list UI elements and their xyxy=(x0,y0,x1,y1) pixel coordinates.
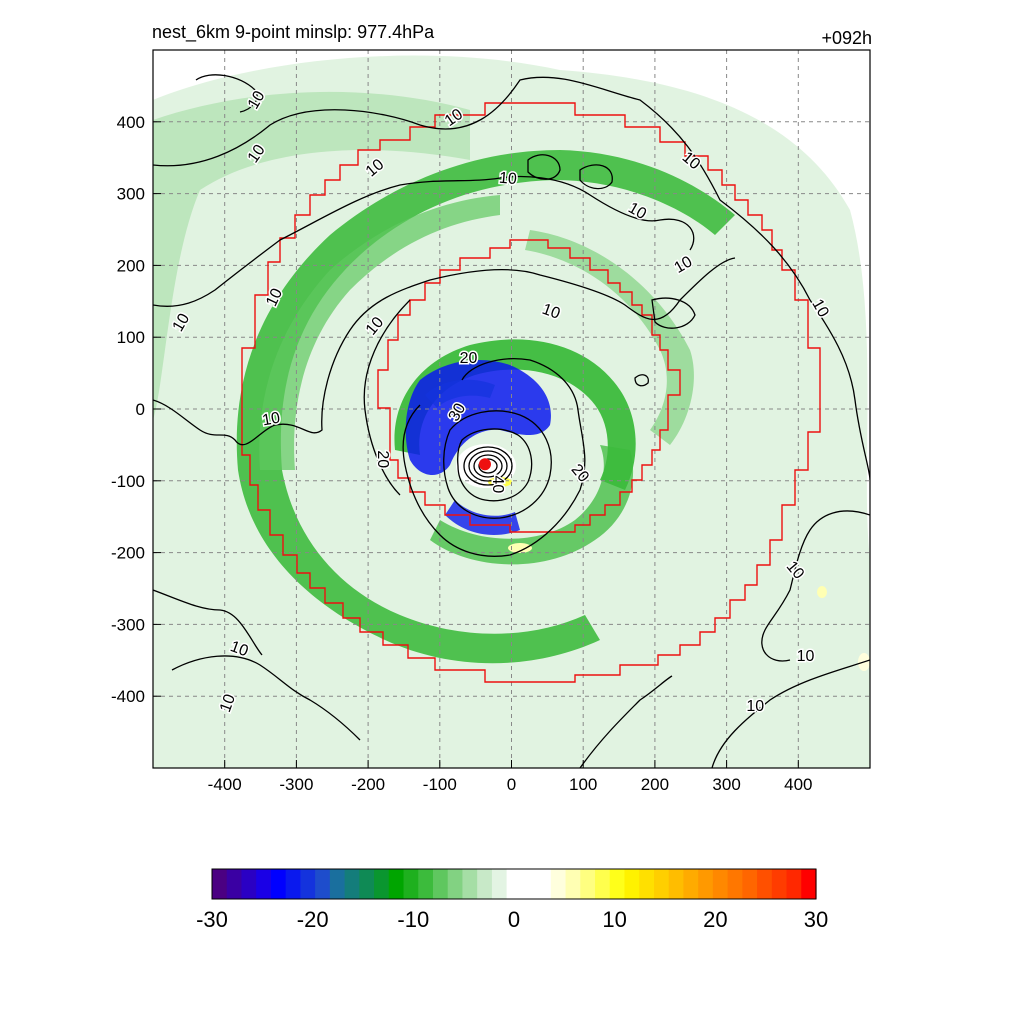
colorbar-cell xyxy=(270,869,287,899)
colorbar-tick-label: 10 xyxy=(602,907,626,932)
colorbar-cell xyxy=(374,869,390,899)
colorbar-cell xyxy=(256,869,272,899)
colorbar-cell xyxy=(329,869,346,899)
colorbar-tick-label: 0 xyxy=(508,907,520,932)
x-tick-label: -100 xyxy=(423,775,457,794)
forecast-hour-label: +092h xyxy=(821,28,872,48)
colorbar-cell xyxy=(580,869,596,899)
colorbar-cell xyxy=(447,869,464,899)
colorbar-cell xyxy=(315,869,331,899)
colorbar-cell xyxy=(801,869,817,899)
colorbar-cell xyxy=(653,869,670,899)
colorbar-cell xyxy=(639,869,655,899)
contour-label: 10 xyxy=(797,648,815,665)
colorbar-tick-labels: -30 -20 -10 0 10 20 30 xyxy=(196,907,828,932)
y-tick-label: 0 xyxy=(136,400,145,419)
x-tick-label: 100 xyxy=(569,775,597,794)
x-tick-label: -300 xyxy=(279,775,313,794)
y-tick-label: 400 xyxy=(117,113,145,132)
colorbar-cell xyxy=(241,869,257,899)
colorbar-cell xyxy=(698,869,714,899)
x-tick-label: 0 xyxy=(507,775,516,794)
colorbar-tick-label: 30 xyxy=(804,907,828,932)
colorbar-cell xyxy=(285,869,301,899)
colorbar-cell xyxy=(212,869,228,899)
contour-label: 10 xyxy=(498,170,517,189)
y-tick-label: 300 xyxy=(117,185,145,204)
colorbar-cell xyxy=(300,869,316,899)
colorbar-cell xyxy=(550,869,567,899)
contour-label: 40 xyxy=(489,475,506,493)
colorbar-cell xyxy=(565,869,581,899)
colorbar-cell xyxy=(742,869,758,899)
inner-nest-boundary xyxy=(377,239,681,533)
colorbar-cell xyxy=(536,869,552,899)
colorbar-cell xyxy=(712,869,729,899)
colorbar-cell xyxy=(683,869,699,899)
contour-label: 10 xyxy=(261,410,282,430)
colorbar-tick-label: -10 xyxy=(397,907,429,932)
colorbar-cell xyxy=(757,869,773,899)
colorbar-tick-label: -20 xyxy=(297,907,329,932)
x-tick-label: -400 xyxy=(208,775,242,794)
colorbar-cell xyxy=(771,869,788,899)
colorbar-cell xyxy=(786,869,802,899)
colorbar-cell xyxy=(491,869,508,899)
x-tick-label: 300 xyxy=(712,775,740,794)
contour-label: 10 xyxy=(746,698,764,715)
y-axis: 400 300 200 100 0 -100 -200 -300 -400 xyxy=(111,113,161,706)
x-tick-label: 400 xyxy=(784,775,812,794)
colorbar-cell xyxy=(462,869,478,899)
colorbar-cell xyxy=(624,869,640,899)
x-tick-label: 200 xyxy=(641,775,669,794)
contour-lines xyxy=(153,74,870,768)
colorbar-cell xyxy=(609,869,626,899)
colorbar-cell xyxy=(506,869,522,899)
colorbar-tick-label: -30 xyxy=(196,907,228,932)
y-tick-label: 100 xyxy=(117,328,145,347)
y-tick-label: 200 xyxy=(117,256,145,275)
x-axis: -400 -300 -200 -100 0 100 200 300 400 xyxy=(208,760,812,794)
storm-center-marker xyxy=(478,458,491,471)
y-tick-label: -200 xyxy=(111,544,145,563)
colorbar-cell xyxy=(418,869,434,899)
y-tick-label: -300 xyxy=(111,615,145,634)
colorbar-cell xyxy=(226,869,243,899)
y-tick-label: -400 xyxy=(111,687,145,706)
colorbar-tick-label: 20 xyxy=(703,907,727,932)
colorbar-cell xyxy=(521,869,537,899)
colorbar xyxy=(211,868,817,900)
colorbar-cell xyxy=(344,869,360,899)
plot-title: nest_6km 9-point minslp: 977.4hPa xyxy=(152,22,435,42)
colorbar-cell xyxy=(388,869,405,899)
colorbar-cell xyxy=(477,869,493,899)
colorbar-frame xyxy=(211,868,817,900)
colorbar-cell xyxy=(403,869,419,899)
y-tick-label: -100 xyxy=(111,472,145,491)
colorbar-cell xyxy=(727,869,743,899)
colorbar-cell xyxy=(432,869,449,899)
x-tick-label: -200 xyxy=(351,775,385,794)
colorbar-cell xyxy=(595,869,611,899)
colorbar-cell xyxy=(359,869,375,899)
colorbar-cell xyxy=(668,869,685,899)
contour-label: 20 xyxy=(460,350,478,367)
contour-label: 20 xyxy=(374,450,391,468)
